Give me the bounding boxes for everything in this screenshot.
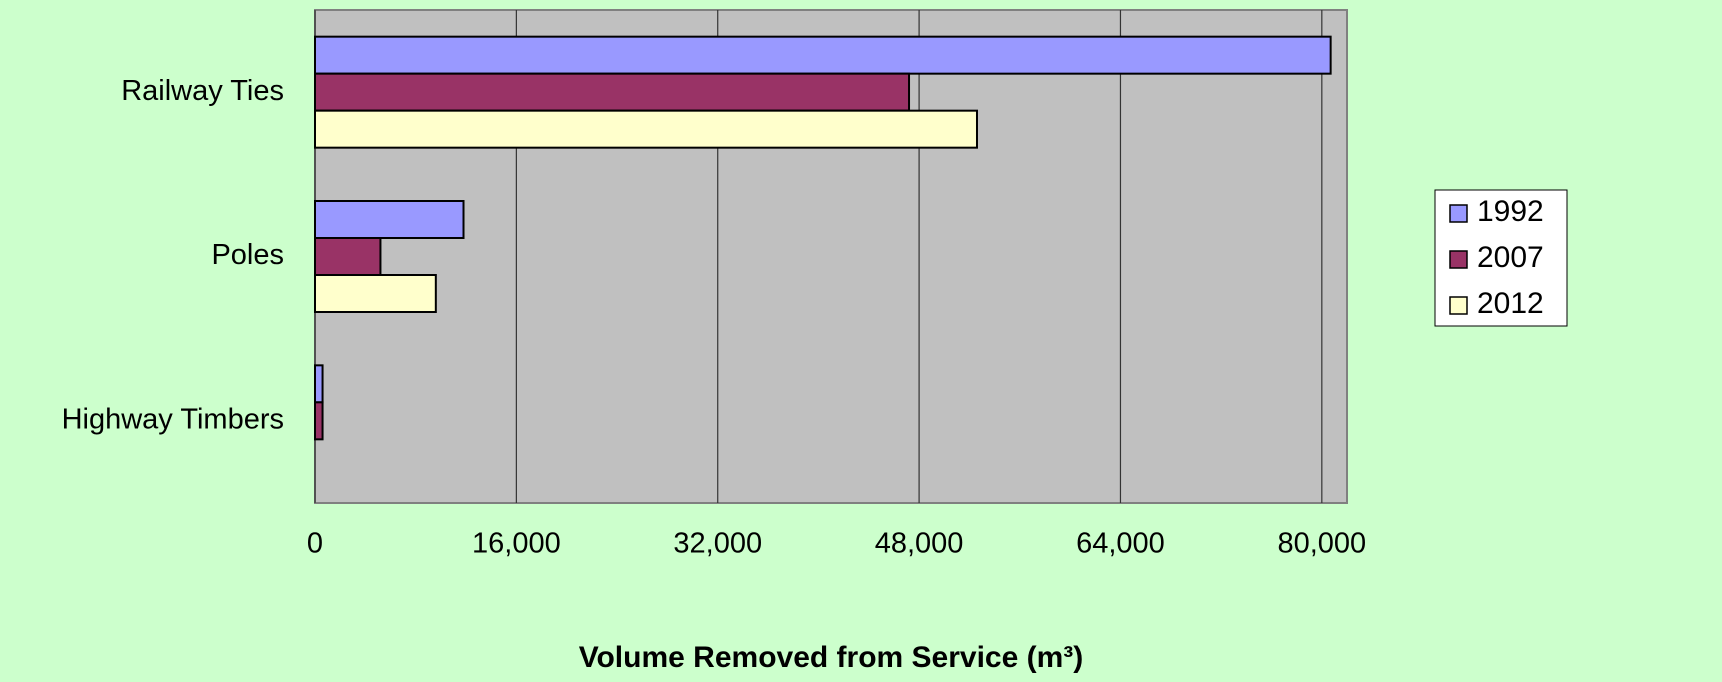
x-tick-label: 32,000 bbox=[673, 528, 762, 560]
y-tick-label: Railway Ties bbox=[121, 75, 284, 107]
bar bbox=[314, 200, 465, 239]
legend-label: 1992 bbox=[1477, 195, 1544, 228]
y-tick-label: Poles bbox=[211, 239, 284, 271]
x-tick-label: 16,000 bbox=[472, 528, 561, 560]
bar bbox=[314, 72, 911, 112]
legend-label: 2012 bbox=[1477, 287, 1544, 320]
bar bbox=[314, 35, 1332, 75]
bar bbox=[314, 401, 324, 441]
x-tick-label: 64,000 bbox=[1076, 528, 1165, 560]
legend-swatch bbox=[1449, 296, 1468, 315]
x-tick-label: 0 bbox=[307, 528, 323, 560]
bar bbox=[314, 364, 324, 404]
y-tick-label: Highway Timbers bbox=[62, 403, 284, 435]
legend-label: 2007 bbox=[1477, 241, 1544, 274]
legend-swatch bbox=[1449, 204, 1468, 223]
bar bbox=[314, 237, 382, 276]
legend-swatch bbox=[1449, 250, 1468, 269]
bar bbox=[314, 274, 437, 313]
x-axis-label: Volume Removed from Service (m³) bbox=[579, 641, 1084, 674]
x-tick-label: 80,000 bbox=[1277, 528, 1366, 560]
x-tick-label: 48,000 bbox=[875, 528, 964, 560]
bar bbox=[314, 109, 978, 149]
